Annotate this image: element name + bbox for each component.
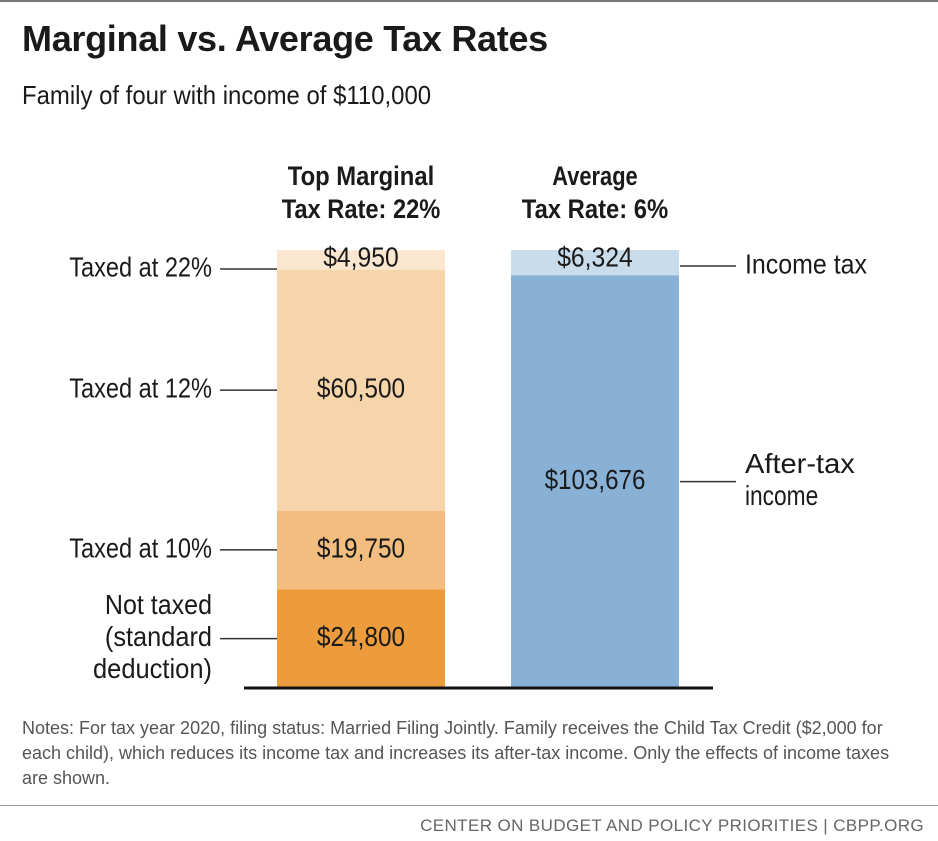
- category-label-average-1: Income tax: [745, 248, 867, 279]
- category-label-marginal-1: Taxed at 10%: [69, 532, 212, 563]
- footer-rule: [0, 805, 938, 806]
- bar-heading-average: Tax Rate: 6%: [522, 194, 668, 224]
- source-credit: CENTER ON BUDGET AND POLICY PRIORITIES |…: [420, 816, 924, 835]
- bar-segment-average-0: [511, 275, 679, 688]
- bar-segment-marginal-3: [277, 250, 445, 270]
- bar-heading-marginal: Top Marginal: [288, 161, 434, 191]
- category-label-marginal-0: (standard: [105, 621, 212, 652]
- chart-title: Marginal vs. Average Tax Rates: [22, 18, 548, 59]
- chart-subtitle: Family of four with income of $110,000: [22, 80, 432, 110]
- data-label-average-1: $6,324: [557, 241, 633, 272]
- bar-heading-marginal: Tax Rate: 22%: [282, 194, 441, 224]
- data-label-marginal-3: $4,950: [323, 241, 399, 272]
- category-label-average-0: After-tax: [745, 448, 855, 479]
- data-label-average-0: $103,676: [545, 464, 646, 495]
- bar-segment-marginal-0: [277, 589, 445, 688]
- category-label-marginal-0: deduction): [93, 653, 212, 684]
- category-label-marginal-2: Taxed at 12%: [69, 373, 212, 404]
- category-label-marginal-0: Not taxed: [105, 589, 212, 620]
- data-label-marginal-2: $60,500: [317, 373, 405, 404]
- bar-segment-marginal-2: [277, 269, 445, 511]
- chart-notes: Notes: For tax year 2020, filing status:…: [22, 718, 890, 788]
- top-rule: [0, 0, 938, 2]
- category-label-marginal-3: Taxed at 22%: [69, 251, 212, 282]
- data-label-marginal-0: $24,800: [317, 621, 405, 652]
- bar-heading-average: Average: [552, 161, 637, 191]
- bar-segment-average-1: [511, 250, 679, 276]
- category-label-average-0: income: [745, 480, 818, 511]
- bar-segment-marginal-1: [277, 510, 445, 590]
- data-label-marginal-1: $19,750: [317, 532, 405, 563]
